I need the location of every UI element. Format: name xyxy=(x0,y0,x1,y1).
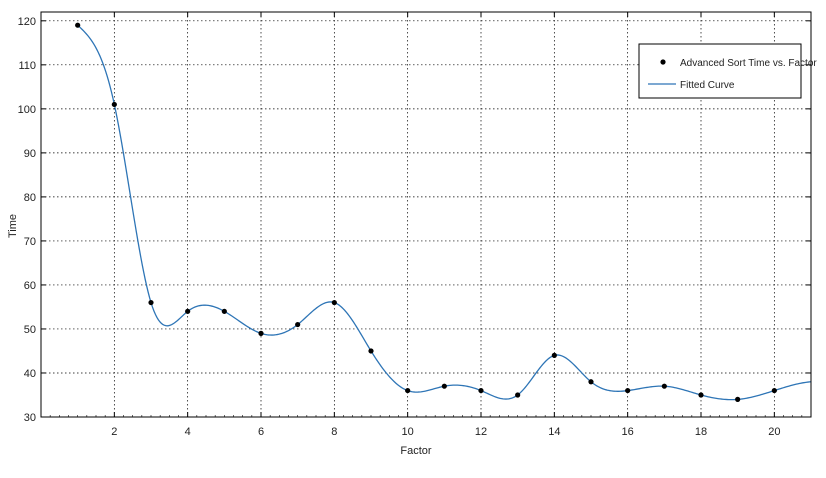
legend-label-curve: Fitted Curve xyxy=(680,80,735,91)
y-tick-label: 100 xyxy=(18,104,36,116)
ticks-layer: 2 4 6 8 10 12 14 16 18 20 30 40 50 60 70 80 90 100 110 120 xyxy=(18,12,812,438)
data-point xyxy=(551,352,557,358)
legend: Advanced Sort Time vs. Factor Fitted Cur… xyxy=(638,43,817,99)
data-point xyxy=(295,321,301,328)
data-point xyxy=(625,387,631,394)
data-point xyxy=(331,299,337,306)
data-point xyxy=(111,101,117,108)
y-axis-title: Time xyxy=(7,214,19,238)
data-point xyxy=(441,383,447,389)
x-tick-label: 12 xyxy=(475,426,487,438)
data-point xyxy=(221,308,227,314)
y-tick-label: 40 xyxy=(24,368,36,380)
data-point xyxy=(661,383,667,389)
x-axis-title: Factor xyxy=(400,445,432,457)
data-point xyxy=(478,387,484,394)
x-tick-label: 2 xyxy=(111,426,117,438)
data-point xyxy=(75,22,81,28)
x-tick-label: 20 xyxy=(768,426,780,438)
x-tick-label: 6 xyxy=(258,426,264,438)
legend-marker-points xyxy=(660,59,666,65)
data-point xyxy=(405,387,411,394)
x-tick-label: 8 xyxy=(331,426,337,438)
x-tick-label: 14 xyxy=(548,426,560,438)
data-point xyxy=(698,392,704,398)
grid-layer xyxy=(41,12,811,417)
y-tick-label: 80 xyxy=(24,192,36,204)
y-tick-label: 50 xyxy=(24,324,36,336)
y-tick-label: 110 xyxy=(18,60,36,72)
legend-box xyxy=(638,43,802,99)
x-tick-label: 10 xyxy=(402,426,414,438)
x-tick-label: 4 xyxy=(185,426,191,438)
y-tick-label: 30 xyxy=(24,412,36,424)
y-tick-label: 70 xyxy=(24,236,36,248)
data-point xyxy=(771,387,777,394)
x-tick-label: 16 xyxy=(622,426,634,438)
data-points-layer xyxy=(75,22,777,402)
y-tick-label: 60 xyxy=(24,280,36,292)
y-tick-label: 120 xyxy=(18,16,36,28)
data-point xyxy=(588,379,594,385)
data-point xyxy=(148,299,154,306)
legend-label-points: Advanced Sort Time vs. Factor xyxy=(680,58,817,69)
data-point xyxy=(368,348,374,354)
y-tick-label: 90 xyxy=(24,148,36,160)
data-point xyxy=(515,392,521,398)
data-point xyxy=(735,396,741,402)
x-tick-label: 18 xyxy=(695,426,707,438)
data-point xyxy=(185,308,191,314)
data-point xyxy=(258,330,264,336)
